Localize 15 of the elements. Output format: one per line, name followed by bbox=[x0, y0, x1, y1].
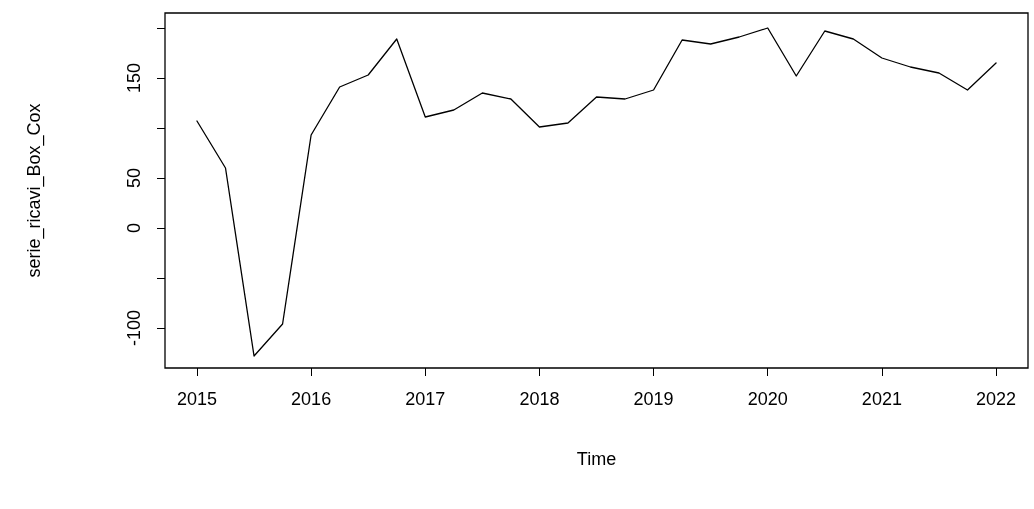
x-tick-label: 2021 bbox=[861, 389, 902, 409]
x-tick-label: 2017 bbox=[405, 389, 446, 409]
y-tick-label: 0 bbox=[124, 222, 144, 234]
x-axis-title: Time bbox=[576, 449, 617, 469]
x-tick-label: 2020 bbox=[747, 389, 788, 409]
y-tick-label: -100 bbox=[124, 309, 144, 347]
x-tick-label: 2018 bbox=[519, 389, 560, 409]
y-tick-label: 150 bbox=[124, 62, 144, 94]
x-tick-label: 2022 bbox=[976, 389, 1017, 409]
x-tick-label: 2019 bbox=[633, 389, 674, 409]
y-tick-label: 50 bbox=[124, 167, 144, 189]
y-axis-title: serie_ricavi_Box_Cox bbox=[24, 103, 45, 278]
x-tick-label: 2015 bbox=[176, 389, 217, 409]
line-series bbox=[196, 27, 997, 357]
x-tick-label: 2016 bbox=[291, 389, 332, 409]
